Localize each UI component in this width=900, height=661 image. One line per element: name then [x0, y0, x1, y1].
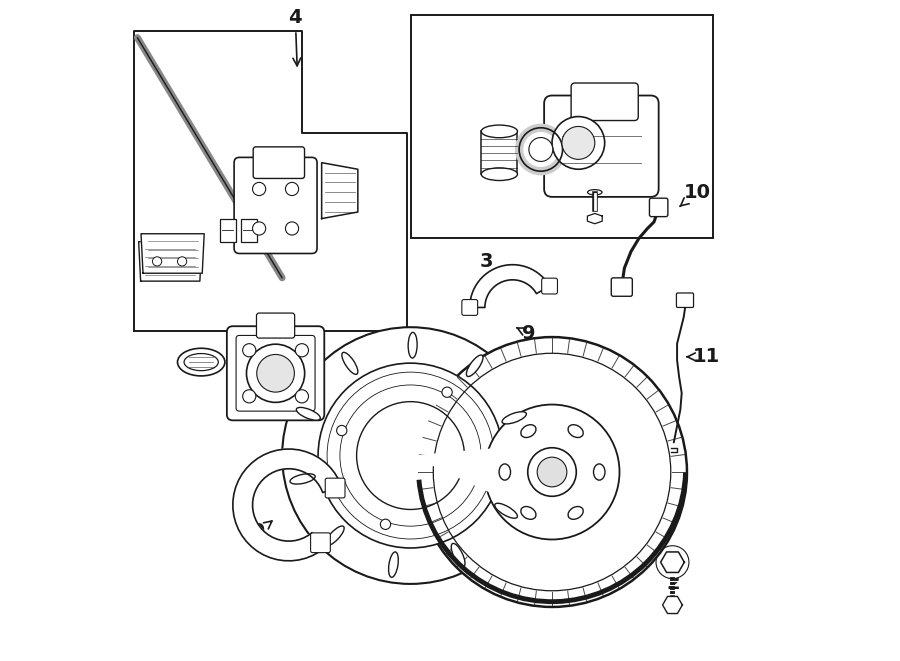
Circle shape — [529, 137, 553, 161]
FancyBboxPatch shape — [572, 83, 638, 120]
Bar — [220, 219, 236, 242]
Ellipse shape — [184, 354, 219, 371]
Circle shape — [442, 387, 452, 397]
Text: 11: 11 — [687, 347, 720, 366]
FancyBboxPatch shape — [234, 157, 317, 253]
Circle shape — [552, 116, 605, 169]
Polygon shape — [470, 264, 550, 307]
FancyBboxPatch shape — [677, 293, 694, 307]
Ellipse shape — [593, 464, 605, 480]
Ellipse shape — [502, 412, 526, 424]
FancyBboxPatch shape — [611, 278, 633, 296]
Polygon shape — [661, 552, 684, 572]
Polygon shape — [139, 242, 202, 281]
FancyBboxPatch shape — [253, 147, 304, 178]
Polygon shape — [321, 163, 358, 219]
Ellipse shape — [482, 168, 517, 180]
Circle shape — [295, 344, 309, 357]
Ellipse shape — [296, 407, 320, 420]
FancyBboxPatch shape — [462, 299, 478, 315]
FancyBboxPatch shape — [544, 96, 659, 197]
Circle shape — [152, 256, 162, 266]
Ellipse shape — [588, 190, 602, 195]
Text: 8: 8 — [180, 357, 203, 376]
Circle shape — [519, 128, 562, 171]
FancyBboxPatch shape — [310, 533, 330, 553]
Ellipse shape — [482, 125, 517, 137]
Ellipse shape — [408, 332, 417, 358]
FancyBboxPatch shape — [325, 478, 345, 498]
FancyBboxPatch shape — [236, 335, 315, 411]
Circle shape — [537, 457, 567, 487]
Ellipse shape — [568, 506, 583, 520]
Polygon shape — [233, 449, 341, 561]
Circle shape — [417, 337, 687, 607]
Circle shape — [243, 390, 256, 403]
Circle shape — [253, 182, 266, 196]
Text: 5: 5 — [292, 329, 305, 348]
Polygon shape — [134, 31, 407, 330]
FancyBboxPatch shape — [256, 313, 294, 338]
Ellipse shape — [451, 543, 465, 567]
FancyBboxPatch shape — [542, 278, 557, 294]
Text: 10: 10 — [680, 183, 710, 206]
Ellipse shape — [177, 348, 225, 376]
Ellipse shape — [290, 474, 315, 484]
Ellipse shape — [500, 464, 510, 480]
Text: 9: 9 — [517, 325, 535, 343]
Text: 6: 6 — [384, 490, 398, 519]
Polygon shape — [141, 234, 204, 273]
Circle shape — [562, 126, 595, 159]
Bar — [410, 15, 714, 239]
Text: 2: 2 — [667, 568, 680, 594]
Ellipse shape — [466, 355, 483, 377]
Text: 7: 7 — [262, 379, 285, 399]
Circle shape — [484, 405, 619, 539]
Wedge shape — [410, 444, 545, 512]
Ellipse shape — [521, 425, 536, 438]
Text: 1: 1 — [486, 504, 506, 534]
Text: 3: 3 — [480, 252, 493, 271]
Circle shape — [527, 447, 576, 496]
Ellipse shape — [326, 526, 344, 546]
Circle shape — [295, 390, 309, 403]
Circle shape — [285, 222, 299, 235]
Polygon shape — [662, 596, 682, 613]
Ellipse shape — [568, 425, 583, 438]
Bar — [482, 132, 517, 174]
Circle shape — [318, 363, 503, 548]
Circle shape — [247, 344, 305, 403]
Text: 9: 9 — [252, 521, 272, 541]
Circle shape — [337, 426, 347, 436]
Circle shape — [253, 222, 266, 235]
FancyBboxPatch shape — [650, 198, 668, 217]
Bar — [240, 219, 257, 242]
FancyBboxPatch shape — [227, 327, 324, 420]
Circle shape — [356, 402, 464, 510]
Circle shape — [656, 546, 688, 578]
Ellipse shape — [495, 503, 518, 518]
Circle shape — [256, 354, 294, 392]
Circle shape — [285, 182, 299, 196]
Polygon shape — [588, 214, 602, 223]
Text: 4: 4 — [289, 9, 302, 66]
Circle shape — [283, 327, 539, 584]
Circle shape — [243, 344, 256, 357]
Circle shape — [177, 256, 186, 266]
Ellipse shape — [521, 506, 536, 520]
Ellipse shape — [389, 552, 399, 577]
Ellipse shape — [342, 352, 358, 374]
Circle shape — [381, 519, 391, 529]
